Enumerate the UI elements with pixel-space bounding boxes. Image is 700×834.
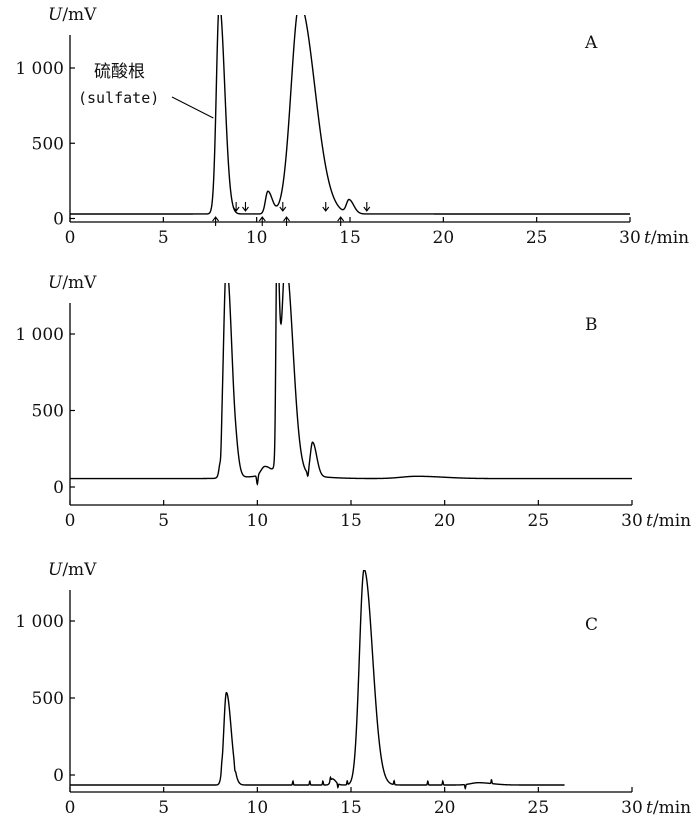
x-tick-label: 30 (621, 798, 643, 818)
x-tick-label: 5 (158, 511, 169, 531)
x-tick-label: 5 (158, 228, 169, 248)
peak-marker (283, 216, 290, 226)
panel-label: C (585, 615, 598, 635)
x-tick-label: 20 (433, 228, 455, 248)
peak-marker (242, 201, 249, 212)
y-axis-label: U/mV (48, 273, 97, 293)
peak-marker (232, 201, 240, 212)
x-tick-label: 10 (247, 798, 269, 818)
x-tick-label: 15 (339, 228, 361, 248)
x-tick-label: 10 (247, 511, 269, 531)
peak-marker (279, 201, 287, 212)
x-tick-label: 20 (434, 798, 456, 818)
annotation-leader-line (171, 96, 214, 119)
signal-trace (70, 283, 632, 486)
chart-panel-b: 0 5 10 15 20 25 30 0 500 1 000 U/mV t/min B (15, 273, 691, 531)
y-axis-label: U/mV (48, 560, 97, 580)
x-tick-label: 25 (526, 228, 548, 248)
y-tick-label: 0 (53, 210, 64, 230)
peak-marker (337, 216, 345, 226)
y-axis-label: U/mV (48, 5, 97, 25)
x-tick-label: 0 (65, 798, 76, 818)
x-tick-label: 30 (621, 511, 643, 531)
y-tick-label: 500 (32, 402, 64, 422)
peak-marker (258, 216, 266, 226)
chart-panel-a: 0 5 10 15 20 25 30 0 500 1 000 U/mV t/min A 硫酸根 (sulfa… (15, 5, 689, 248)
x-tick-label: 25 (528, 798, 550, 818)
x-axis-label: t/min (646, 798, 691, 818)
signal-trace (70, 570, 565, 791)
x-tick-label: 0 (65, 511, 76, 531)
y-tick-label: 500 (32, 134, 64, 154)
x-tick-label: 0 (65, 228, 76, 248)
x-tick-label: 5 (158, 798, 169, 818)
peak-marker (363, 201, 371, 212)
x-axis-label: t/min (644, 228, 689, 248)
signal-trace (70, 15, 630, 215)
x-tick-label: 20 (434, 511, 456, 531)
y-tick-label: 1 000 (15, 612, 64, 632)
x-tick-label: 25 (528, 511, 550, 531)
chart-panel-c: 0 5 10 15 20 25 30 0 500 1 000 U/mV t/min C (15, 560, 691, 818)
x-tick-label: 15 (340, 798, 362, 818)
y-tick-label: 1 000 (15, 59, 64, 79)
annotation-sublabel: (sulfate) (78, 89, 159, 107)
y-tick-label: 0 (53, 766, 64, 786)
annotation-label: 硫酸根 (94, 62, 145, 82)
panel-label: B (585, 315, 598, 335)
x-tick-label: 15 (340, 511, 362, 531)
y-tick-label: 1 000 (15, 325, 64, 345)
peak-marker (212, 216, 220, 226)
y-tick-label: 0 (53, 478, 64, 498)
x-tick-label: 10 (246, 228, 268, 248)
peak-marker (322, 201, 330, 212)
panel-label: A (584, 33, 598, 53)
x-axis-label: t/min (646, 511, 691, 531)
x-tick-label: 30 (619, 228, 641, 248)
y-tick-label: 500 (32, 689, 64, 709)
